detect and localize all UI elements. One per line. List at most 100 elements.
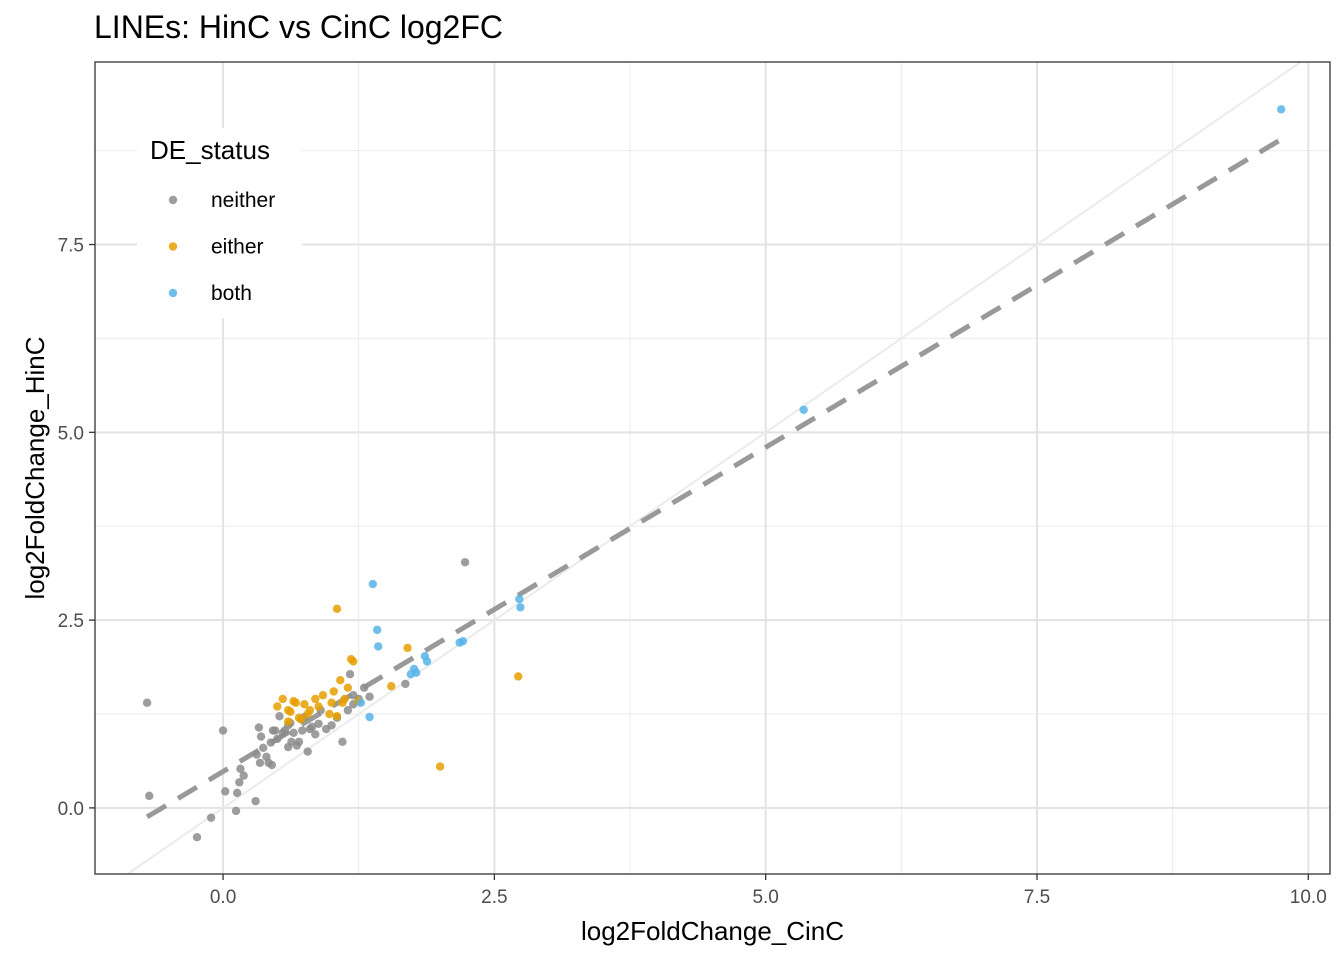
data-point-neither: [298, 726, 307, 735]
data-point-neither: [232, 788, 242, 798]
data-point-both: [516, 603, 525, 612]
data-point-neither: [221, 787, 230, 796]
data-point-either: [273, 702, 282, 711]
data-point-neither: [275, 712, 284, 721]
data-point-neither: [251, 796, 260, 806]
data-point-either: [311, 694, 320, 704]
data-point-neither: [345, 669, 355, 679]
legend-background: [137, 128, 302, 318]
data-point-either: [283, 717, 293, 726]
data-point-both: [374, 642, 383, 651]
data-point-neither: [239, 771, 248, 780]
data-point-neither: [460, 558, 470, 567]
data-point-neither: [192, 832, 202, 842]
data-point-both: [356, 698, 366, 707]
fit-line: [145, 137, 1283, 820]
data-point-neither: [327, 721, 336, 730]
x-tick-label: 0.0: [210, 887, 236, 908]
data-point-neither: [270, 726, 280, 735]
data-point-either: [387, 682, 396, 691]
data-point-either: [332, 604, 342, 614]
data-point-neither: [235, 778, 244, 787]
data-point-neither: [145, 791, 154, 801]
y-tick-label: 0.0: [58, 799, 84, 820]
data-point-either: [336, 676, 345, 685]
data-point-both: [412, 668, 421, 677]
data-point-neither: [359, 683, 369, 692]
data-point-either: [318, 691, 328, 700]
data-point-neither: [307, 722, 317, 731]
data-point-both: [515, 594, 524, 604]
data-point-neither: [338, 737, 347, 746]
legend-label-either: either: [211, 236, 264, 259]
data-point-both: [799, 405, 808, 414]
data-point-either: [300, 700, 309, 709]
x-tick-label: 7.5: [1024, 887, 1050, 908]
y-tick-label: 5.0: [58, 423, 84, 444]
data-point-either: [343, 683, 353, 692]
data-point-either: [278, 694, 287, 704]
data-point-either: [314, 702, 323, 711]
data-point-either: [403, 643, 412, 653]
legend-label-neither: neither: [211, 189, 275, 212]
chart-title: LINEs: HinC vs CinC log2FC: [94, 9, 503, 45]
legend: DE_status neither either both: [137, 128, 302, 318]
x-tick-label: 10.0: [1290, 887, 1327, 908]
legend-key-both: [168, 288, 178, 298]
data-point-neither: [314, 719, 323, 728]
y-tick-label: 2.5: [58, 611, 84, 632]
data-point-neither: [231, 806, 241, 816]
legend-key-either: [168, 242, 178, 251]
legend-title: DE_status: [150, 135, 270, 165]
axis-ticks: 0.0 2.5 5.0 7.5 10.0 0.0 2.5 5.0 7.5: [58, 236, 1327, 908]
data-point-either: [435, 762, 445, 771]
data-point-either: [327, 698, 336, 707]
y-axis-title: log2FoldChange_HinC: [20, 336, 50, 599]
data-point-either: [305, 706, 315, 715]
data-point-both: [368, 579, 378, 589]
data-point-neither: [365, 692, 374, 701]
data-point-neither: [343, 706, 353, 715]
data-point-either: [325, 709, 334, 719]
data-point-neither: [142, 698, 152, 707]
data-point-neither: [254, 723, 264, 732]
data-point-both: [422, 657, 432, 666]
data-point-either: [329, 687, 338, 696]
data-point-either: [340, 694, 349, 704]
data-point-either: [349, 657, 358, 666]
y-tick-label: 7.5: [58, 236, 84, 257]
plot-panel-border: [94, 61, 1331, 875]
data-point-either: [291, 698, 300, 707]
data-point-neither: [311, 730, 320, 739]
data-point-either: [286, 707, 295, 716]
data-point-both: [365, 712, 374, 722]
data-point-neither: [401, 679, 410, 689]
data-point-neither: [266, 738, 276, 747]
x-tick-label: 2.5: [481, 887, 507, 908]
data-point-neither: [255, 758, 265, 768]
data-point-either: [296, 715, 306, 724]
data-point-neither: [273, 734, 282, 743]
data-point-neither: [303, 747, 312, 756]
x-tick-label: 5.0: [752, 887, 778, 908]
reference-lines: [126, 61, 1302, 875]
legend-key-neither: [168, 195, 178, 205]
data-point-both: [1276, 105, 1286, 114]
legend-label-both: both: [211, 282, 252, 305]
data-points: [142, 105, 1286, 842]
data-point-both: [372, 625, 382, 635]
data-point-neither: [289, 728, 298, 737]
identity-line: [126, 61, 1302, 875]
data-point-either: [514, 672, 523, 681]
data-point-neither: [236, 764, 245, 774]
data-point-neither: [256, 732, 266, 741]
data-point-neither: [259, 743, 268, 753]
x-axis-title: log2FoldChange_CinC: [581, 916, 844, 946]
data-point-neither: [206, 813, 216, 822]
data-point-neither: [252, 750, 261, 759]
data-point-either: [332, 712, 342, 721]
data-point-both: [458, 636, 468, 646]
data-point-neither: [267, 760, 277, 770]
data-point-neither: [218, 726, 228, 735]
